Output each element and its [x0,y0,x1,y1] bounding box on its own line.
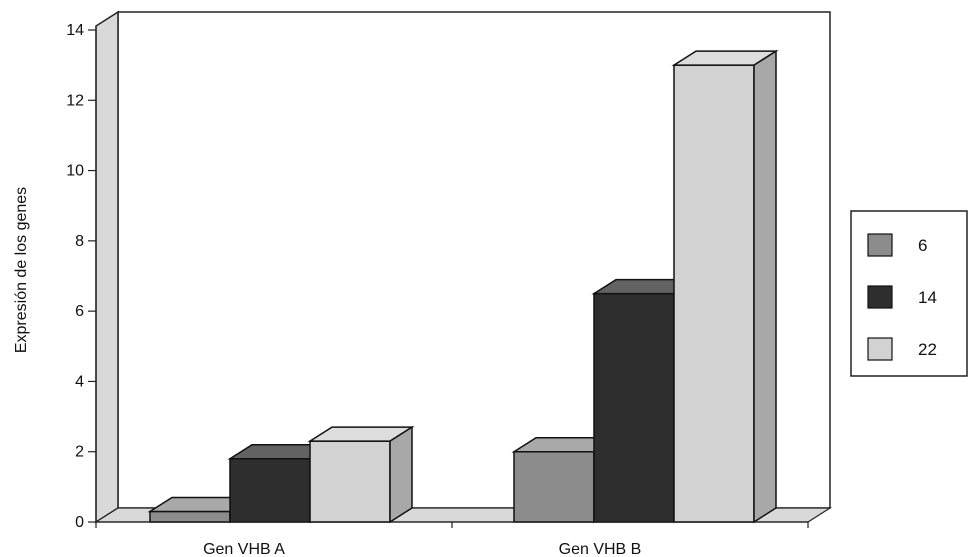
legend-label: 22 [918,340,937,359]
bar-front [513,450,595,523]
bar-side [753,49,777,524]
bar-front [149,510,231,523]
legend-swatch [867,233,893,257]
bar-front [673,64,755,523]
bar-front [309,440,391,523]
legend-swatch [867,285,893,309]
legend-swatch [867,337,893,361]
y-tick-label: 10 [66,163,84,180]
bars [147,49,779,524]
y-axis-label: Expresión de los genes [13,187,30,353]
bar [671,49,779,524]
y-tick-label: 6 [75,303,84,320]
bar-side [389,425,413,524]
legend: 6 14 22 [850,210,968,377]
legend-label: 6 [918,236,927,255]
bar-front [593,292,675,523]
y-tick-label: 8 [75,233,84,250]
y-tick-label: 4 [75,373,84,390]
y-tick-label: 14 [66,22,84,39]
y-tick-label: 12 [66,92,84,109]
y-tick-label: 0 [75,514,84,531]
x-axis: Gen VHB A Gen VHB B [95,521,809,557]
legend-label: 14 [918,288,937,307]
bar [307,425,415,524]
x-tick-label: Gen VHB A [203,541,285,557]
y-tick-label: 2 [75,444,84,461]
bar-front [229,457,311,523]
side-wall [95,10,119,524]
y-axis: 0 2 4 6 8 10 12 14 [66,22,97,531]
x-tick-label: Gen VHB B [559,541,642,557]
